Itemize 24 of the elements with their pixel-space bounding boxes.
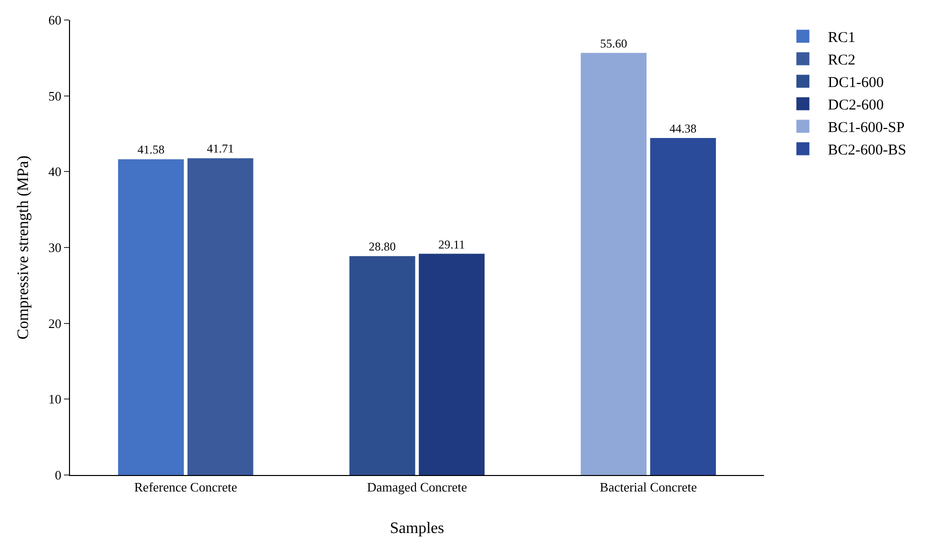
- x-tick-label: Damaged Concrete: [367, 480, 468, 495]
- y-tick-label: 0: [54, 468, 62, 483]
- y-tick-label: 30: [48, 240, 62, 256]
- y-tick-label: 20: [48, 316, 62, 331]
- legend-label: RC1: [828, 30, 856, 46]
- x-axis-title: Samples: [390, 520, 444, 537]
- data-label: 55.60: [600, 36, 628, 50]
- x-tick-label: Bacterial Concrete: [600, 480, 698, 495]
- data-label: 29.11: [438, 237, 465, 252]
- data-label: 44.38: [670, 121, 697, 136]
- data-label: 41.71: [206, 142, 234, 156]
- y-tick-label: 10: [48, 392, 62, 407]
- x-tick-label: Reference Concrete: [134, 480, 238, 495]
- legend-label: BC1-600-SP: [828, 120, 905, 136]
- legend-label: DC2-600: [828, 98, 884, 114]
- legend-label: DC1-600: [828, 75, 884, 92]
- data-label: 28.80: [368, 240, 396, 254]
- y-tick-label: 40: [48, 164, 62, 180]
- y-axis-title: Compressive strength (MPa): [15, 156, 32, 340]
- legend-label: RC2: [828, 52, 856, 69]
- y-tick-label: 50: [48, 88, 62, 104]
- y-tick-label: 60: [48, 12, 62, 28]
- data-label: 41.58: [137, 142, 164, 157]
- legend-label: BC2-600-BS: [828, 142, 906, 159]
